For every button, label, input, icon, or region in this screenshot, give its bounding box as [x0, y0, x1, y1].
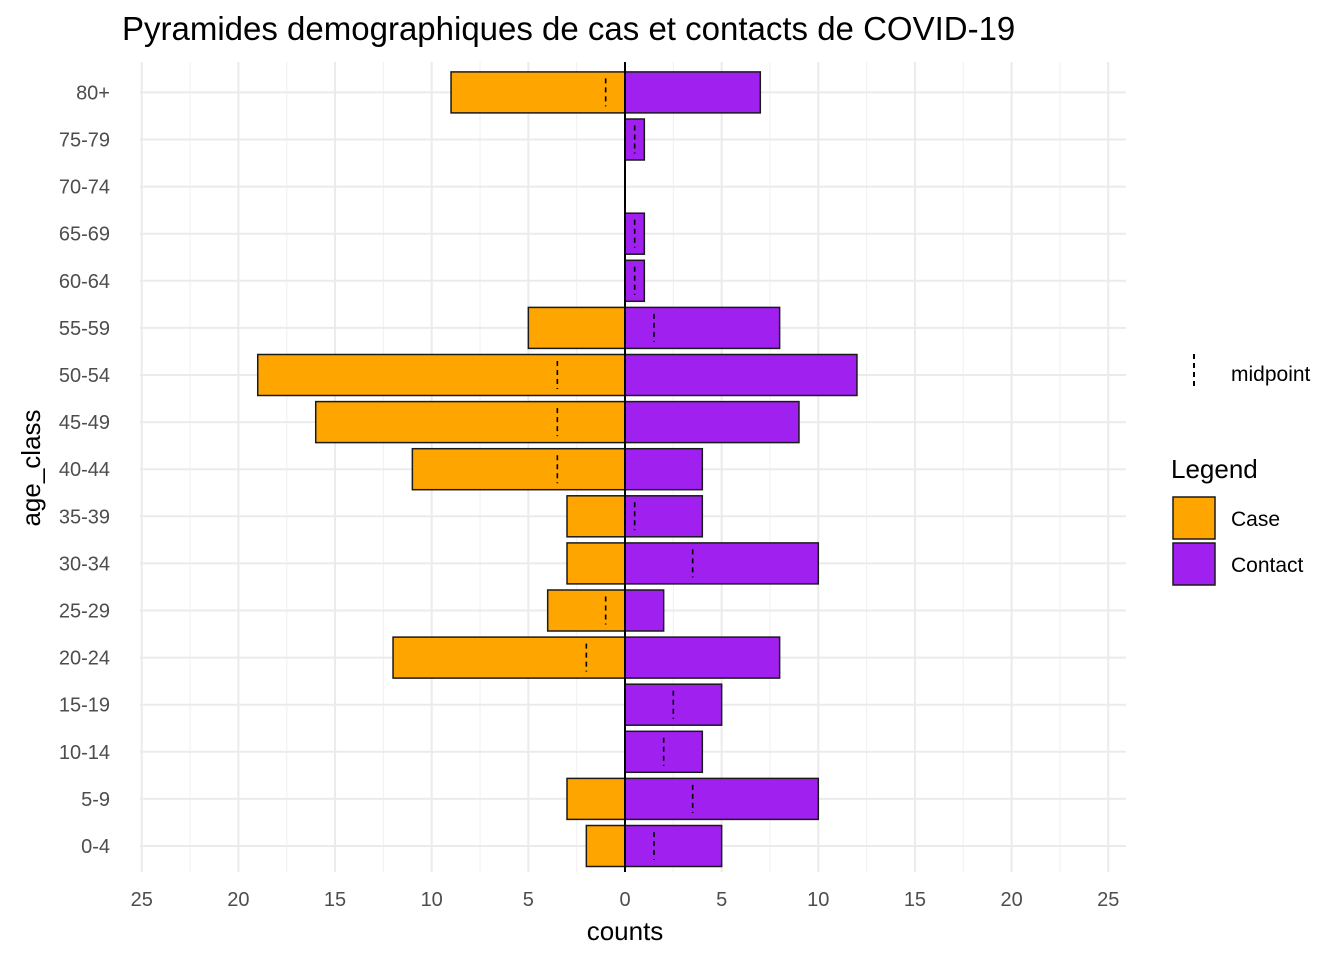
legend-key-case — [1172, 496, 1216, 540]
bar-contact-40-44 — [624, 447, 704, 491]
y-tick-label: 30-34 — [59, 553, 110, 575]
x-tick-label: 20 — [1000, 889, 1022, 911]
x-tick-label: 0 — [619, 889, 630, 911]
x-tick-label: 20 — [227, 889, 249, 911]
x-tick-label: 5 — [523, 889, 534, 911]
bar-contact-30-34 — [624, 542, 820, 585]
bar-case-40-44 — [411, 447, 626, 491]
legend-label-case: Case — [1231, 508, 1280, 531]
x-tick-label: 25 — [1097, 889, 1119, 911]
y-tick-label: 5-9 — [81, 789, 110, 811]
y-axis-title: age_class — [16, 409, 46, 526]
bar-case-25-29 — [546, 589, 626, 632]
y-tick-label: 20-24 — [59, 648, 110, 670]
y-tick-label: 40-44 — [59, 459, 110, 481]
legend: midpoint Legend Case Contact — [1171, 354, 1311, 586]
y-tick-label: 15-19 — [59, 695, 110, 717]
y-tick-label: 60-64 — [59, 271, 110, 293]
legend-midpoint-label: midpoint — [1231, 363, 1311, 386]
bar-contact-0-4 — [624, 824, 723, 868]
y-tick-label: 55-59 — [59, 318, 110, 340]
midpoint-markers — [556, 78, 694, 860]
x-tick-label: 10 — [421, 889, 443, 911]
legend-items: Case Contact — [1172, 496, 1304, 586]
y-tick-label: 50-54 — [59, 365, 110, 387]
y-tick-label: 10-14 — [59, 742, 110, 764]
bar-contact-35-39 — [624, 495, 704, 538]
y-tick-label: 65-69 — [59, 224, 110, 246]
bar-contact-80+ — [624, 71, 762, 114]
bar-contact-5-9 — [624, 777, 820, 821]
x-axis-title: counts — [587, 916, 664, 946]
x-tick-label: 5 — [716, 889, 727, 911]
bar-case-30-34 — [566, 542, 626, 585]
bar-case-35-39 — [566, 495, 626, 538]
chart-title: Pyramides demographiques de cas et conta… — [122, 10, 1015, 47]
x-tick-label: 10 — [807, 889, 829, 911]
bar-case-45-49 — [314, 400, 626, 444]
bar-contact-55-59 — [624, 306, 781, 350]
y-tick-label: 80+ — [76, 82, 110, 104]
bar-case-50-54 — [256, 353, 626, 397]
bar-case-20-24 — [392, 636, 626, 679]
x-axis-tick-labels: 25 20 15 10 5 0 5 10 15 20 25 — [131, 889, 1120, 911]
y-tick-label: 75-79 — [59, 130, 110, 152]
y-tick-label: 35-39 — [59, 506, 110, 528]
x-tick-label: 15 — [904, 889, 926, 911]
bar-case-0-4 — [585, 824, 626, 868]
bar-case-5-9 — [566, 777, 626, 821]
y-tick-label: 0-4 — [81, 836, 110, 858]
y-axis-tick-labels: 0-4 5-9 10-14 15-19 20-24 25-29 30-34 35-39 40-4… — [59, 82, 110, 858]
bar-contact-20-24 — [624, 636, 781, 679]
bar-contact-50-54 — [624, 353, 858, 397]
legend-label-contact: Contact — [1231, 554, 1304, 577]
y-tick-label: 70-74 — [59, 177, 110, 199]
y-tick-label: 45-49 — [59, 412, 110, 434]
bar-case-80+ — [450, 71, 626, 114]
x-tick-label: 25 — [131, 889, 153, 911]
y-tick-label: 25-29 — [59, 601, 110, 623]
bar-contact-45-49 — [624, 400, 800, 444]
legend-key-contact — [1172, 542, 1216, 586]
bar-contact-25-29 — [624, 589, 665, 632]
x-tick-label: 15 — [324, 889, 346, 911]
bar-case-55-59 — [527, 306, 626, 350]
legend-title: Legend — [1171, 454, 1258, 484]
